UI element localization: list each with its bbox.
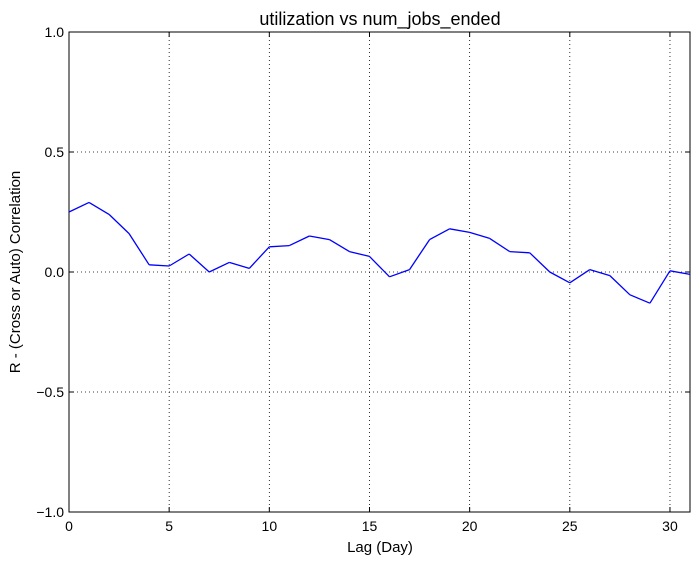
- series-line-segment: [549, 271, 571, 284]
- series-line-segment: [449, 228, 470, 234]
- x-tick-label: 10: [262, 518, 278, 534]
- y-tick-label: −0.5: [36, 384, 64, 400]
- series-line-segment: [489, 237, 511, 253]
- series-line-segment: [389, 268, 410, 278]
- y-tick-label: 0.5: [45, 144, 65, 160]
- series-line-segment: [208, 261, 230, 273]
- series-line-segment: [248, 246, 270, 269]
- x-tick-label: 20: [462, 518, 478, 534]
- x-tick-label: 25: [562, 518, 578, 534]
- series-line-segment: [168, 253, 190, 267]
- series-line-segment: [469, 231, 490, 240]
- series-line-segment: [649, 270, 671, 304]
- x-tick-label: 0: [65, 518, 73, 534]
- grid: [68, 31, 690, 513]
- x-tick-label: 5: [165, 518, 173, 534]
- series-line-segment: [369, 255, 390, 278]
- series-line-segment: [108, 213, 130, 235]
- series-line-segment: [589, 268, 611, 277]
- y-tick-label: −1.0: [36, 504, 64, 520]
- series-layer: [68, 201, 691, 304]
- y-tick-label: 1.0: [45, 24, 65, 40]
- series-line-segment: [409, 239, 431, 270]
- series-line-segment: [669, 270, 691, 276]
- series-line-segment: [149, 264, 170, 267]
- series-line-segment: [329, 239, 350, 253]
- axis-ticks: 0 5 10 15 20 25 30 −1.0 −0.5 0.0 0.5 1.0: [36, 24, 690, 534]
- series: [68, 201, 691, 304]
- chart-title: utilization vs num_jobs_ended: [259, 9, 500, 30]
- series-line-segment: [88, 201, 110, 215]
- series-line-segment: [68, 201, 90, 213]
- series-line-segment: [569, 269, 591, 284]
- x-tick-label: 30: [662, 518, 678, 534]
- x-tick-label: 15: [362, 518, 378, 534]
- series-line-segment: [188, 253, 210, 273]
- series-line-segment: [509, 250, 530, 254]
- series-line-segment: [309, 235, 330, 241]
- series-line-segment: [229, 261, 250, 270]
- series-line-segment: [429, 228, 450, 241]
- series-line-segment: [289, 235, 310, 247]
- x-axis-label: Lag (Day): [347, 539, 413, 556]
- series-line-segment: [349, 250, 370, 258]
- series-line-segment: [269, 244, 290, 248]
- y-axis-label: R - (Cross or Auto) Correlation: [7, 171, 24, 374]
- series-line-segment: [529, 252, 551, 273]
- series-line-segment: [629, 294, 651, 304]
- series-line-segment: [128, 233, 150, 266]
- y-tick-label: 0.0: [45, 264, 65, 280]
- series-line-segment: [609, 275, 631, 296]
